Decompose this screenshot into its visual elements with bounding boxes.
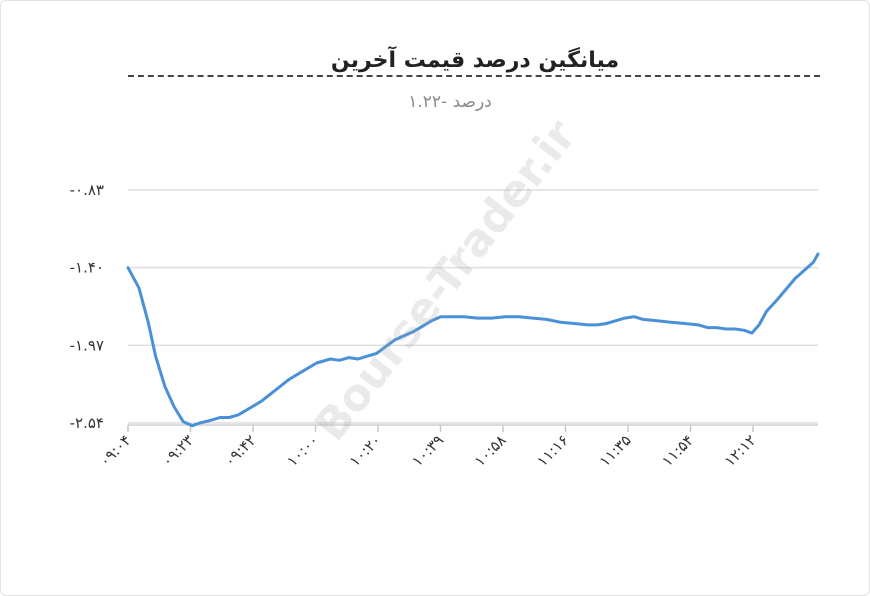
chart-title: میانگین درصد قیمت آخرین	[330, 48, 620, 73]
y-tick-label: -۱.۴۰	[70, 259, 104, 277]
title-divider	[128, 75, 820, 77]
x-tick-label: ۱۱:۵۴	[658, 431, 697, 470]
series-line-0	[126, 252, 820, 428]
x-tick-label: ۰۹:۲۳	[158, 431, 197, 470]
x-tick-label: ۰۹:۴۲	[221, 431, 260, 470]
x-tick-label: ۱۰:۳۹	[408, 431, 447, 470]
x-tick-label: ۱۰:۵۸	[471, 431, 510, 470]
x-tick-label: ۱۰:۰۰	[283, 431, 322, 470]
y-tick-label: -۱.۹۷	[70, 336, 104, 354]
y-tick-label: -۰.۸۳	[70, 181, 104, 199]
chart-subtitle: درصد -۱.۲۲	[408, 92, 492, 112]
x-tick-label: ۱۱:۱۶	[533, 431, 572, 470]
x-tick-label: ۱۲:۱۲	[721, 431, 760, 470]
y-tick-label: -۲.۵۴	[70, 414, 104, 432]
x-tick-label: ۰۹:۰۴	[96, 431, 135, 470]
x-tick-label: ۱۱:۳۵	[596, 431, 635, 470]
